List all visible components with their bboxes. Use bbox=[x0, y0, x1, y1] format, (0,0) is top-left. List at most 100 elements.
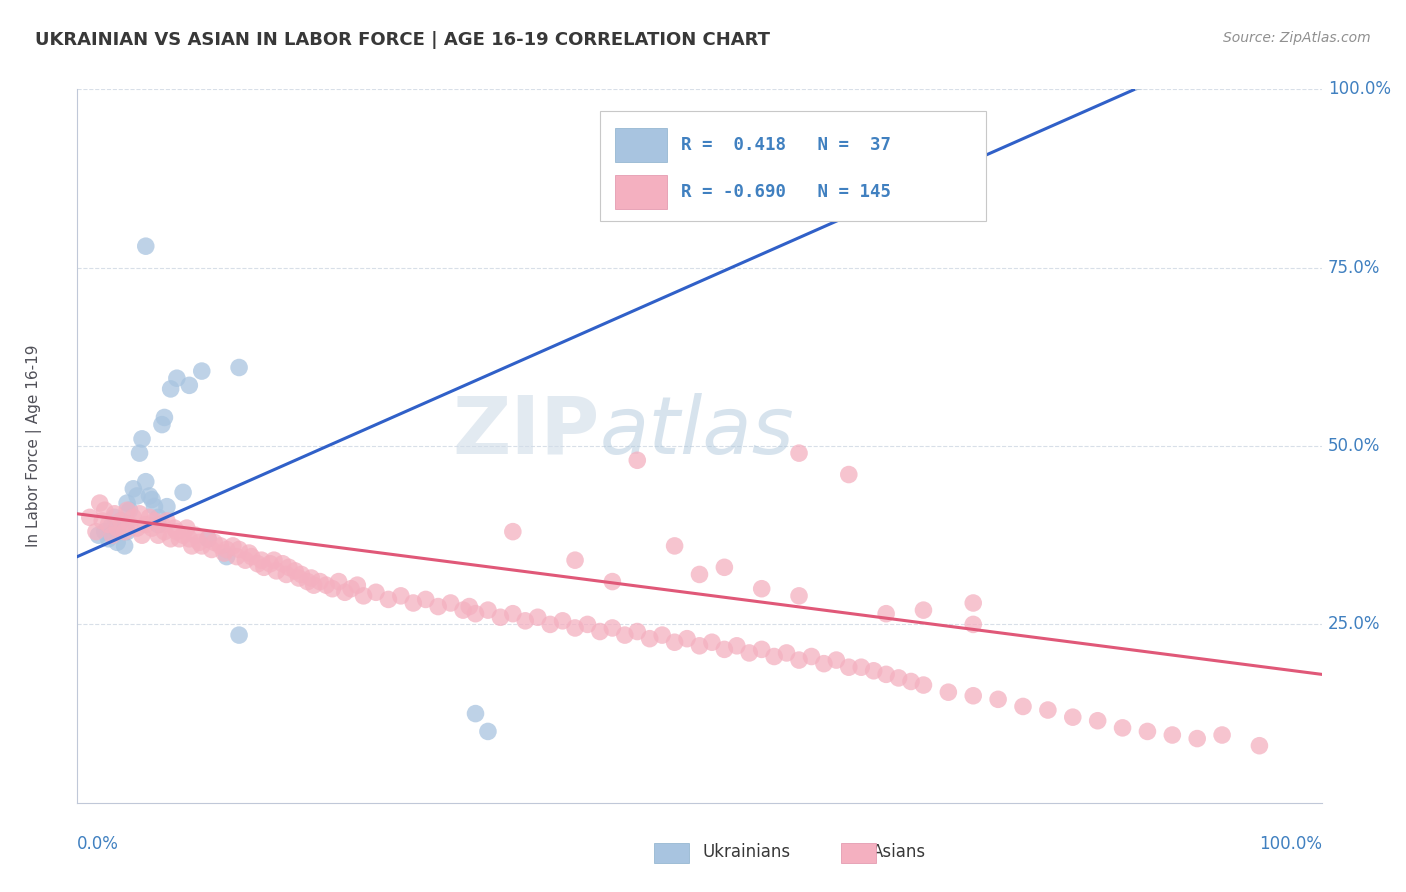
Point bbox=[477, 603, 499, 617]
Point bbox=[402, 596, 425, 610]
Point bbox=[240, 549, 263, 564]
Point bbox=[266, 564, 288, 578]
Point bbox=[259, 557, 281, 571]
Point bbox=[664, 635, 686, 649]
Point bbox=[238, 546, 260, 560]
Point bbox=[838, 660, 860, 674]
Point bbox=[114, 539, 136, 553]
Point bbox=[825, 653, 848, 667]
Point bbox=[328, 574, 350, 589]
Text: Ukrainians: Ukrainians bbox=[703, 843, 792, 861]
Point bbox=[589, 624, 612, 639]
Text: 0.0%: 0.0% bbox=[77, 835, 120, 853]
Point bbox=[962, 617, 984, 632]
Point bbox=[104, 510, 127, 524]
Point bbox=[1036, 703, 1059, 717]
Point bbox=[101, 528, 124, 542]
Point bbox=[526, 610, 548, 624]
Point bbox=[602, 574, 624, 589]
Point bbox=[93, 503, 115, 517]
Point bbox=[253, 560, 276, 574]
FancyBboxPatch shape bbox=[614, 128, 666, 162]
Point bbox=[143, 514, 166, 528]
Point bbox=[148, 528, 170, 542]
Point bbox=[131, 528, 153, 542]
Point bbox=[626, 453, 648, 467]
Point bbox=[222, 539, 245, 553]
Point bbox=[115, 503, 138, 517]
Point bbox=[333, 585, 356, 599]
Point bbox=[353, 589, 375, 603]
Point bbox=[225, 549, 247, 564]
Point bbox=[564, 621, 586, 635]
Point bbox=[276, 567, 298, 582]
Point bbox=[172, 485, 194, 500]
Point bbox=[427, 599, 450, 614]
Point bbox=[156, 514, 179, 528]
Point bbox=[464, 607, 486, 621]
Point bbox=[321, 582, 343, 596]
Point bbox=[131, 432, 153, 446]
Text: 25.0%: 25.0% bbox=[1327, 615, 1381, 633]
Point bbox=[477, 724, 499, 739]
Text: 100.0%: 100.0% bbox=[1258, 835, 1322, 853]
Point bbox=[602, 621, 624, 635]
Point bbox=[751, 582, 773, 596]
Point bbox=[451, 603, 474, 617]
Text: 100.0%: 100.0% bbox=[1327, 80, 1391, 98]
Point bbox=[153, 410, 176, 425]
Point bbox=[176, 521, 198, 535]
Point bbox=[197, 532, 219, 546]
Point bbox=[288, 571, 311, 585]
Point bbox=[114, 524, 136, 539]
Point bbox=[364, 585, 387, 599]
Point bbox=[179, 532, 201, 546]
Point bbox=[122, 482, 145, 496]
Point bbox=[464, 706, 486, 721]
Point bbox=[838, 467, 860, 482]
Point bbox=[638, 632, 661, 646]
Point bbox=[246, 557, 269, 571]
Point bbox=[1211, 728, 1233, 742]
Point bbox=[228, 628, 250, 642]
Point bbox=[489, 610, 512, 624]
Point bbox=[172, 528, 194, 542]
Point bbox=[284, 564, 307, 578]
Point bbox=[209, 539, 232, 553]
Text: atlas: atlas bbox=[600, 392, 794, 471]
Point bbox=[125, 489, 148, 503]
Point bbox=[101, 517, 124, 532]
Text: Source: ZipAtlas.com: Source: ZipAtlas.com bbox=[1223, 31, 1371, 45]
Point bbox=[664, 539, 686, 553]
Point bbox=[169, 532, 191, 546]
Text: R =  0.418   N =  37: R = 0.418 N = 37 bbox=[681, 136, 891, 153]
Point bbox=[1136, 724, 1159, 739]
Point bbox=[138, 489, 160, 503]
Point bbox=[180, 539, 202, 553]
Point bbox=[153, 524, 176, 539]
Point bbox=[875, 667, 897, 681]
Point bbox=[105, 521, 128, 535]
Point bbox=[135, 239, 157, 253]
Text: 75.0%: 75.0% bbox=[1327, 259, 1381, 277]
Point bbox=[138, 510, 160, 524]
Point bbox=[800, 649, 823, 664]
Point bbox=[297, 574, 319, 589]
Point bbox=[143, 500, 166, 514]
Point bbox=[89, 496, 111, 510]
Point bbox=[105, 535, 128, 549]
Point bbox=[738, 646, 761, 660]
Point bbox=[502, 607, 524, 621]
Point bbox=[97, 532, 120, 546]
Point bbox=[197, 532, 219, 546]
Point bbox=[118, 517, 141, 532]
Point bbox=[713, 642, 735, 657]
Point bbox=[184, 528, 207, 542]
Point bbox=[271, 557, 294, 571]
Point bbox=[215, 542, 238, 557]
Point bbox=[150, 417, 173, 432]
Point bbox=[250, 553, 273, 567]
Point bbox=[290, 567, 312, 582]
Point bbox=[700, 635, 723, 649]
Point bbox=[1249, 739, 1271, 753]
